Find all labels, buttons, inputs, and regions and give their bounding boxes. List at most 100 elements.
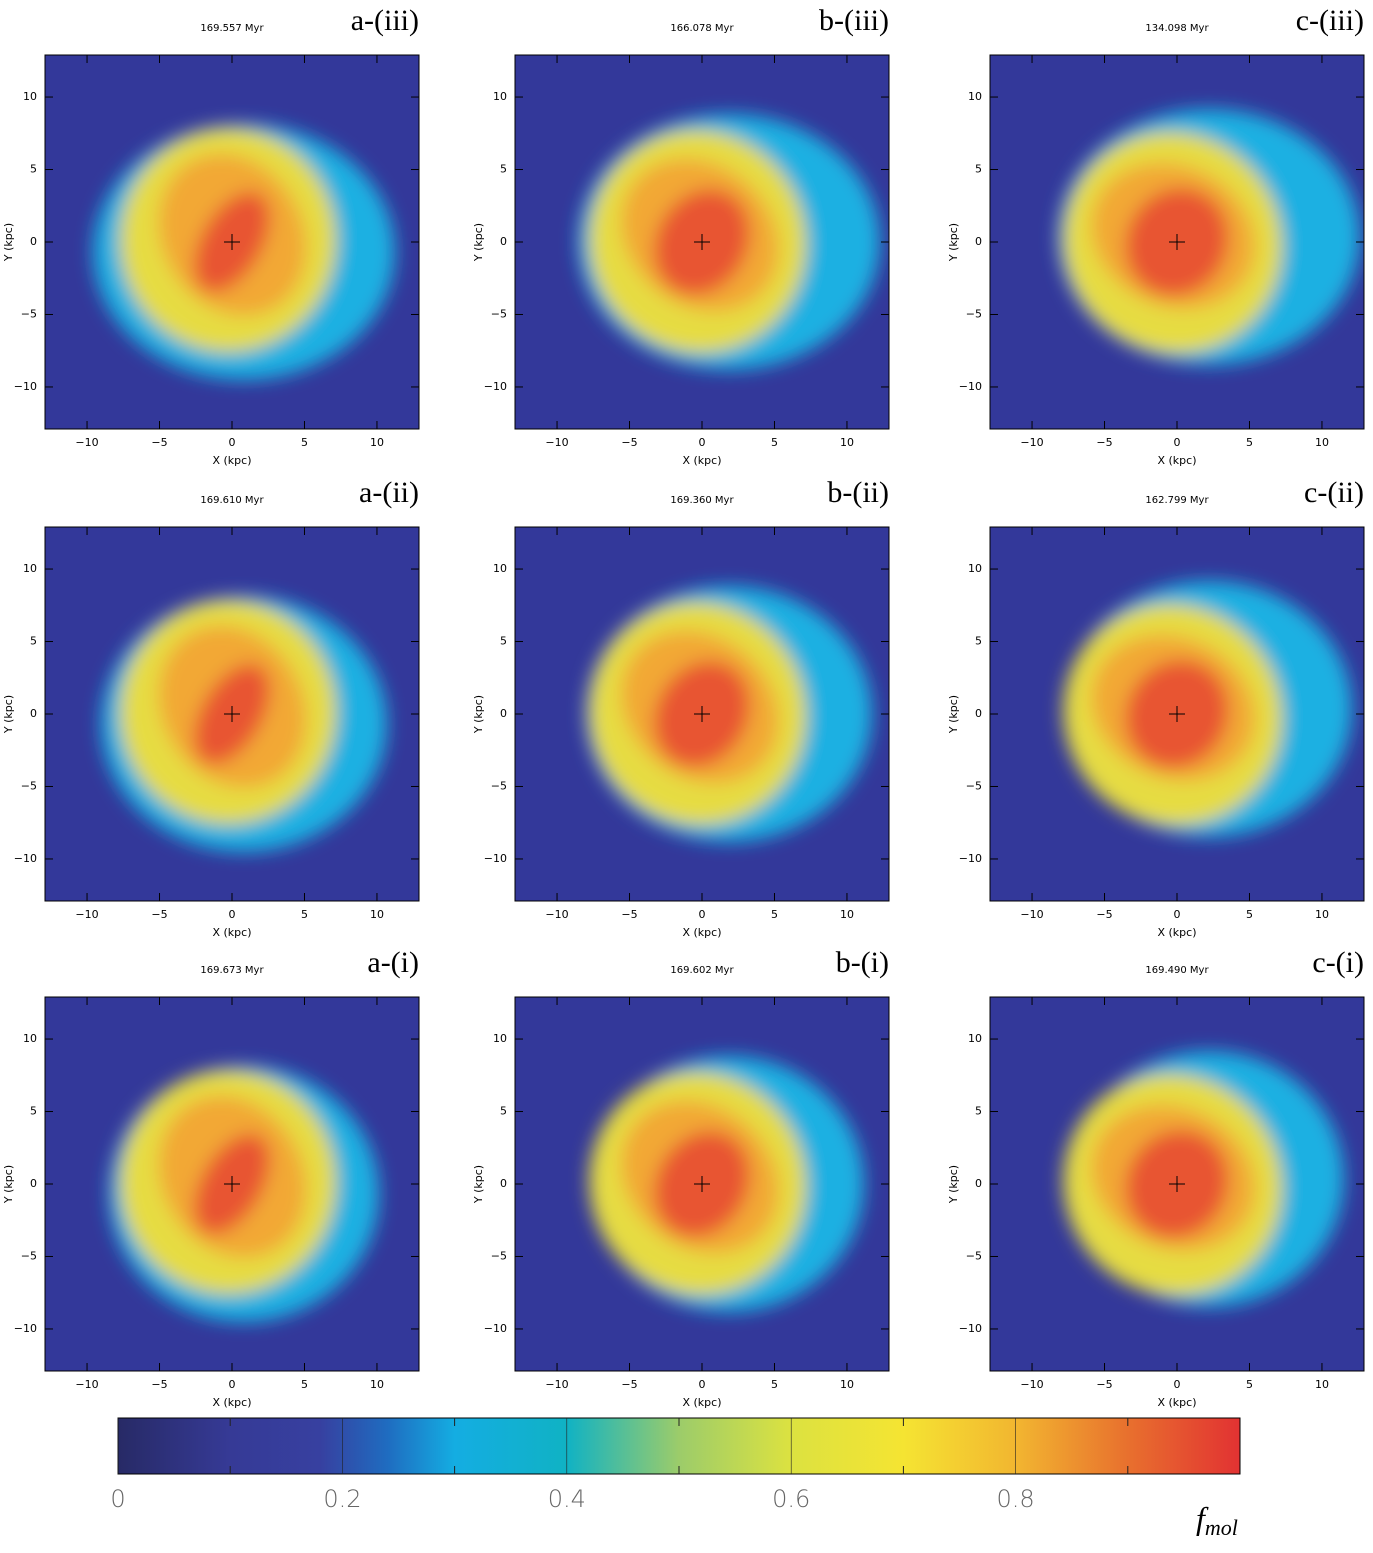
y-tick-label: −5 [21, 779, 37, 792]
y-axis-label: Y (kpc) [2, 223, 15, 262]
y-tick-label: 0 [500, 707, 507, 720]
y-tick-label: −5 [491, 1249, 507, 1262]
y-tick-label: 0 [975, 1177, 982, 1190]
y-tick-label: 10 [23, 90, 37, 103]
y-tick-label: 0 [500, 235, 507, 248]
x-tick-label: −10 [75, 436, 98, 449]
panel-label: c-(i) [1312, 946, 1364, 979]
y-tick-label: −10 [484, 1322, 507, 1335]
y-axis-label: Y (kpc) [947, 1165, 960, 1204]
y-tick-label: 0 [30, 1177, 37, 1190]
y-tick-label: 10 [493, 562, 507, 575]
y-tick-label: 10 [968, 90, 982, 103]
y-tick-label: 0 [500, 1177, 507, 1190]
y-tick-label: −10 [484, 852, 507, 865]
x-tick-label: −5 [621, 436, 637, 449]
y-tick-label: 5 [500, 1105, 507, 1118]
x-tick-label: −5 [151, 1378, 167, 1391]
y-axis-label: Y (kpc) [472, 223, 485, 262]
gas-distribution [93, 124, 395, 380]
x-axis-label: X (kpc) [212, 1396, 251, 1409]
x-tick-label: 0 [1174, 1378, 1181, 1391]
y-tick-label: −10 [959, 852, 982, 865]
x-tick-label: 0 [1174, 908, 1181, 921]
x-tick-label: −10 [1020, 1378, 1043, 1391]
x-axis-label: X (kpc) [1157, 926, 1196, 939]
y-tick-label: −5 [491, 307, 507, 320]
panel-label: a-(i) [367, 946, 419, 979]
y-tick-label: 5 [30, 163, 37, 176]
panel-time: 134.098 Myr [1145, 23, 1209, 34]
x-axis-label: X (kpc) [1157, 1396, 1196, 1409]
y-tick-label: −5 [491, 779, 507, 792]
y-axis-label: Y (kpc) [2, 1165, 15, 1204]
x-tick-label: 5 [301, 1378, 308, 1391]
x-axis-label: X (kpc) [212, 454, 251, 467]
panel-label: b-(iii) [819, 4, 889, 37]
colorbar-tick-label: 0.2 [323, 1485, 361, 1513]
x-tick-label: 0 [229, 1378, 236, 1391]
y-tick-label: −5 [966, 779, 982, 792]
y-tick-label: 10 [493, 90, 507, 103]
y-tick-label: −10 [959, 380, 982, 393]
x-axis-label: X (kpc) [682, 454, 721, 467]
y-axis-label: Y (kpc) [472, 1165, 485, 1204]
y-tick-label: 10 [23, 562, 37, 575]
y-axis-label: Y (kpc) [947, 695, 960, 734]
panel-label: c-(iii) [1296, 4, 1364, 37]
y-tick-label: 5 [975, 635, 982, 648]
x-axis-label: X (kpc) [212, 926, 251, 939]
y-axis-label: Y (kpc) [947, 223, 960, 262]
y-tick-label: −10 [14, 1322, 37, 1335]
y-tick-label: 5 [500, 163, 507, 176]
panel-label: a-(iii) [351, 4, 419, 37]
y-tick-label: −10 [959, 1322, 982, 1335]
y-tick-label: −5 [966, 1249, 982, 1262]
y-tick-label: 5 [30, 635, 37, 648]
x-tick-label: 10 [370, 436, 384, 449]
x-tick-label: −5 [621, 908, 637, 921]
x-tick-label: −5 [621, 1378, 637, 1391]
x-tick-label: 0 [699, 1378, 706, 1391]
x-tick-label: 5 [301, 436, 308, 449]
x-tick-label: 5 [1246, 436, 1253, 449]
y-tick-label: −10 [484, 380, 507, 393]
colorbar-tick-label: 0.8 [997, 1485, 1035, 1513]
x-tick-label: 10 [840, 1378, 854, 1391]
y-tick-label: 0 [30, 707, 37, 720]
x-tick-label: −10 [75, 908, 98, 921]
x-tick-label: −5 [1096, 1378, 1112, 1391]
x-tick-label: 10 [840, 908, 854, 921]
x-tick-label: −10 [75, 1378, 98, 1391]
x-tick-label: 5 [771, 436, 778, 449]
x-axis-label: X (kpc) [682, 1396, 721, 1409]
y-tick-label: 0 [975, 707, 982, 720]
y-axis-label: Y (kpc) [472, 695, 485, 734]
panel-time: 169.610 Myr [200, 495, 264, 506]
panel-label: b-(ii) [827, 476, 889, 509]
y-tick-label: 10 [968, 1032, 982, 1045]
y-tick-label: 5 [975, 1105, 982, 1118]
x-axis-label: X (kpc) [682, 926, 721, 939]
x-tick-label: 10 [370, 1378, 384, 1391]
colorbar-tick-label: 0.4 [548, 1485, 586, 1513]
panel-time: 169.360 Myr [670, 495, 734, 506]
x-axis-label: X (kpc) [1157, 454, 1196, 467]
x-tick-label: −10 [545, 436, 568, 449]
x-tick-label: −5 [1096, 436, 1112, 449]
x-tick-label: 10 [840, 436, 854, 449]
y-tick-label: 10 [493, 1032, 507, 1045]
panel-time: 169.557 Myr [200, 23, 264, 34]
x-tick-label: 5 [1246, 908, 1253, 921]
figure: fmol −10 −5 0 5 10 −10 −5 0 5 10 X (kpc) Y (kpc) 169… [0, 0, 1373, 1549]
y-tick-label: 10 [968, 562, 982, 575]
y-tick-label: −5 [21, 307, 37, 320]
x-tick-label: −10 [1020, 436, 1043, 449]
x-tick-label: −10 [545, 908, 568, 921]
x-tick-label: 0 [1174, 436, 1181, 449]
y-tick-label: −10 [14, 380, 37, 393]
gas-distribution [101, 596, 387, 852]
y-tick-label: 5 [500, 635, 507, 648]
x-tick-label: −10 [545, 1378, 568, 1391]
colorbar-label: fmol [1196, 1500, 1238, 1540]
